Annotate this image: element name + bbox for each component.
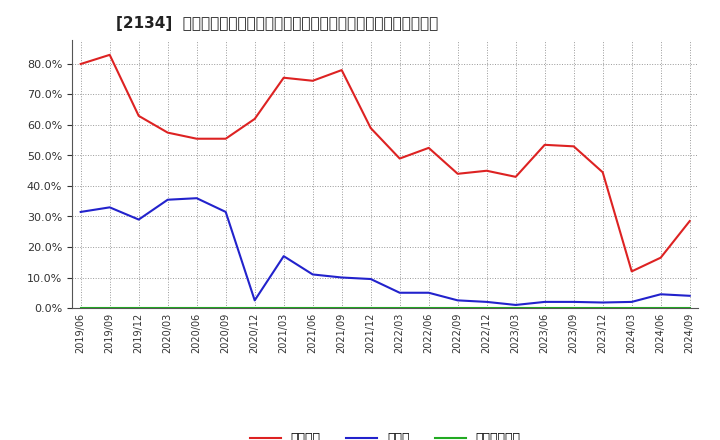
のれん <box>251 298 259 303</box>
のれん <box>627 299 636 304</box>
自己資本 <box>251 116 259 121</box>
のれん <box>163 197 172 202</box>
繰延税金資産 <box>627 305 636 311</box>
繰延税金資産 <box>570 305 578 311</box>
自己資本 <box>338 67 346 73</box>
繰延税金資産 <box>105 305 114 311</box>
繰延税金資産 <box>541 305 549 311</box>
自己資本 <box>657 255 665 260</box>
Legend: 自己資本, のれん, 繰延税金資産: 自己資本, のれん, 繰延税金資産 <box>245 427 526 440</box>
繰延税金資産 <box>598 305 607 311</box>
のれん <box>76 209 85 215</box>
Line: 自己資本: 自己資本 <box>81 55 690 271</box>
のれん <box>482 299 491 304</box>
繰延税金資産 <box>424 305 433 311</box>
繰延税金資産 <box>482 305 491 311</box>
繰延税金資産 <box>221 305 230 311</box>
自己資本 <box>511 174 520 180</box>
のれん <box>395 290 404 295</box>
繰延税金資産 <box>395 305 404 311</box>
繰延税金資産 <box>366 305 375 311</box>
自己資本 <box>454 171 462 176</box>
繰延税金資産 <box>454 305 462 311</box>
自己資本 <box>221 136 230 141</box>
自己資本 <box>570 144 578 149</box>
自己資本 <box>598 170 607 175</box>
繰延税金資産 <box>251 305 259 311</box>
繰延税金資産 <box>76 305 85 311</box>
繰延税金資産 <box>308 305 317 311</box>
自己資本 <box>308 78 317 84</box>
のれん <box>685 293 694 298</box>
繰延税金資産 <box>511 305 520 311</box>
のれん <box>454 298 462 303</box>
のれん <box>221 209 230 215</box>
繰延税金資産 <box>163 305 172 311</box>
自己資本 <box>105 52 114 58</box>
自己資本 <box>76 61 85 66</box>
のれん <box>279 253 288 259</box>
のれん <box>135 217 143 222</box>
自己資本 <box>627 269 636 274</box>
自己資本 <box>163 130 172 135</box>
のれん <box>598 300 607 305</box>
自己資本 <box>482 168 491 173</box>
のれん <box>192 195 201 201</box>
自己資本 <box>135 113 143 118</box>
繰延税金資産 <box>192 305 201 311</box>
自己資本 <box>366 125 375 131</box>
のれん <box>657 292 665 297</box>
繰延税金資産 <box>685 305 694 311</box>
繰延税金資産 <box>135 305 143 311</box>
自己資本 <box>424 145 433 150</box>
繰延税金資産 <box>279 305 288 311</box>
のれん <box>366 276 375 282</box>
のれん <box>308 272 317 277</box>
のれん <box>338 275 346 280</box>
自己資本 <box>192 136 201 141</box>
自己資本 <box>541 142 549 147</box>
のれん <box>570 299 578 304</box>
のれん <box>424 290 433 295</box>
Text: [2134]  自己資本、のれん、繰延税金資産の総資産に対する比率の推移: [2134] 自己資本、のれん、繰延税金資産の総資産に対する比率の推移 <box>116 16 438 32</box>
自己資本 <box>279 75 288 81</box>
繰延税金資産 <box>338 305 346 311</box>
自己資本 <box>395 156 404 161</box>
繰延税金資産 <box>657 305 665 311</box>
のれん <box>511 302 520 308</box>
自己資本 <box>685 218 694 224</box>
のれん <box>541 299 549 304</box>
Line: のれん: のれん <box>81 198 690 305</box>
のれん <box>105 205 114 210</box>
